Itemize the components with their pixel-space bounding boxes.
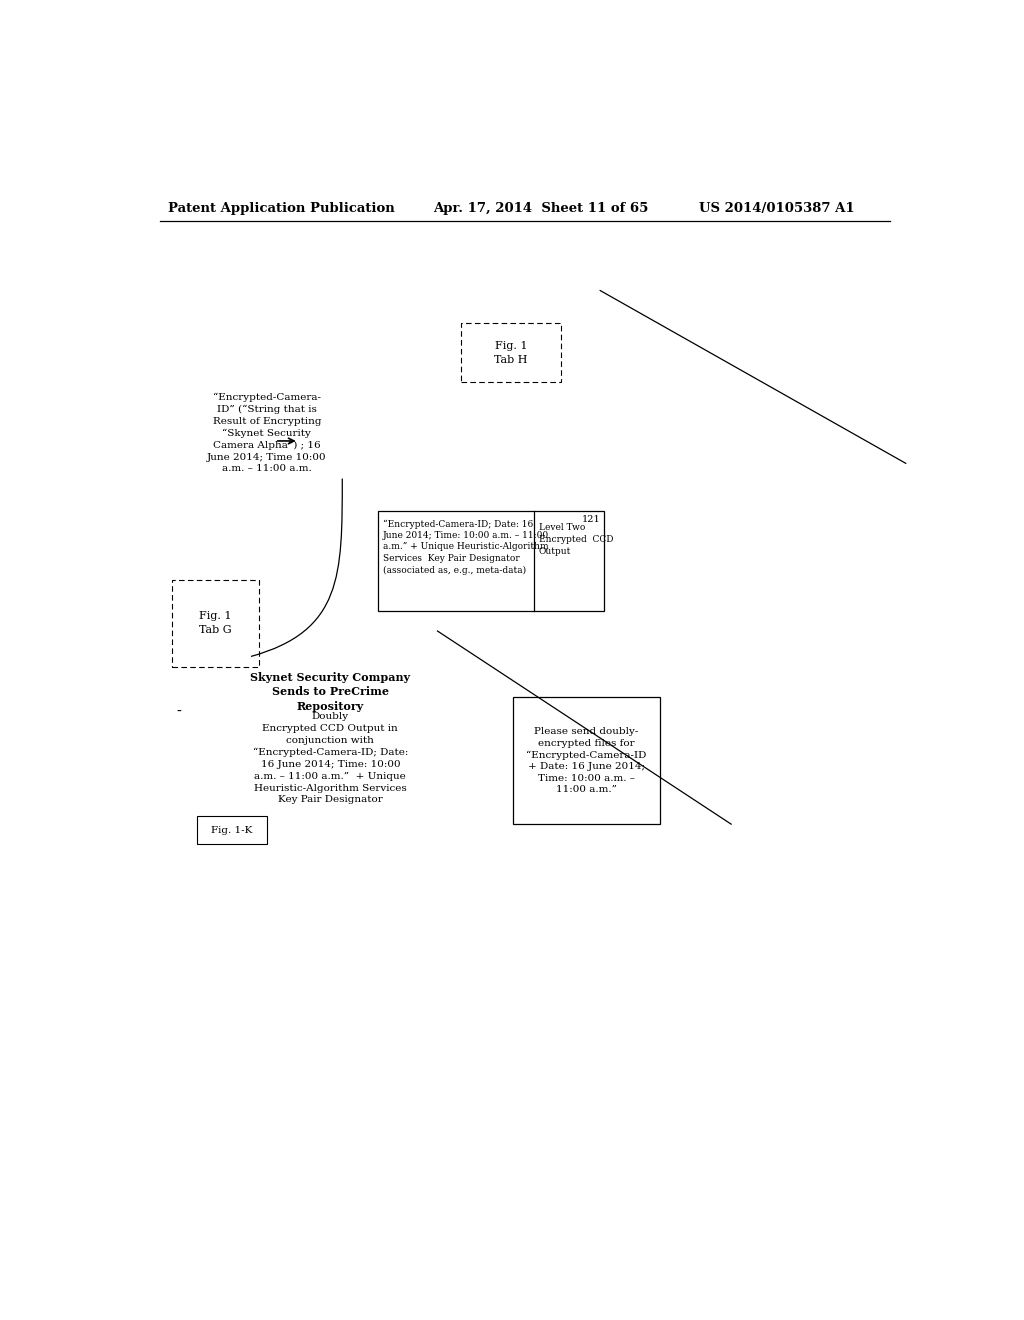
Text: Patent Application Publication: Patent Application Publication bbox=[168, 202, 394, 215]
Text: 121: 121 bbox=[583, 515, 601, 524]
Text: “Encrypted-Camera-
ID” (“String that is
Result of Encrypting
“Skynet Security
Ca: “Encrypted-Camera- ID” (“String that is … bbox=[207, 392, 327, 474]
Text: Apr. 17, 2014  Sheet 11 of 65: Apr. 17, 2014 Sheet 11 of 65 bbox=[433, 202, 649, 215]
Bar bbox=[378, 511, 604, 611]
Text: Skynet Security Company
Sends to PreCrime
Repository: Skynet Security Company Sends to PreCrim… bbox=[250, 672, 411, 711]
Bar bbox=[461, 323, 560, 381]
Text: Doubly
Encrypted CCD Output in
conjunction with
“Encrypted-Camera-ID; Date:
16 J: Doubly Encrypted CCD Output in conjuncti… bbox=[253, 713, 408, 804]
Bar bbox=[513, 697, 659, 824]
Text: Please send doubly-
encrypted files for
“Encrypted-Camera-ID
+ Date: 16 June 201: Please send doubly- encrypted files for … bbox=[526, 727, 646, 793]
Text: Level Two
Encrypted  CCD
Output: Level Two Encrypted CCD Output bbox=[539, 523, 613, 556]
Text: Fig. 1-K: Fig. 1-K bbox=[211, 826, 253, 834]
Text: US 2014/0105387 A1: US 2014/0105387 A1 bbox=[699, 202, 855, 215]
Bar bbox=[172, 581, 259, 667]
Text: “Encrypted-Camera-ID; Date: 16
June 2014; Time: 10:00 a.m. – 11:00
a.m.” + Uniqu: “Encrypted-Camera-ID; Date: 16 June 2014… bbox=[383, 519, 549, 574]
Text: Fig. 1
Tab H: Fig. 1 Tab H bbox=[495, 341, 527, 364]
Text: Fig. 1
Tab G: Fig. 1 Tab G bbox=[199, 611, 231, 635]
Text: -: - bbox=[176, 705, 181, 719]
Bar bbox=[197, 816, 267, 845]
